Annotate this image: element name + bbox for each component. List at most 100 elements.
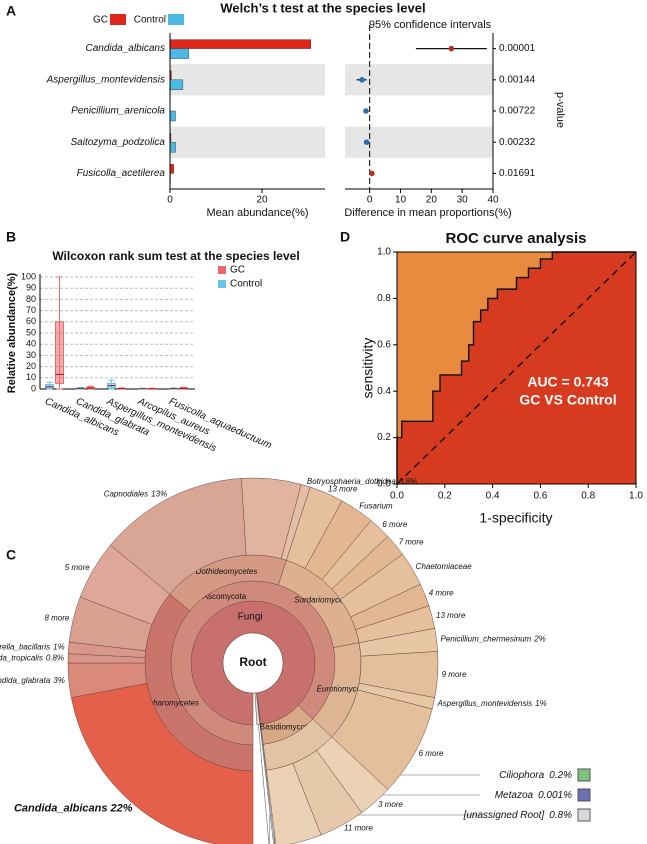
legend-swatch: [577, 808, 591, 822]
y-tick-label: 70: [26, 305, 36, 315]
legend-swatch: [218, 266, 226, 274]
p-value: 0.00232: [499, 137, 536, 148]
p-value: 0.00722: [499, 106, 536, 117]
leader-line: [258, 724, 480, 844]
legend-name: [unassigned Root]: [463, 810, 545, 821]
p-value: 0.00001: [499, 43, 536, 54]
segment-label: Ascomycota: [203, 592, 247, 601]
segment-label: Aspergillus_montevidensis 1%: [436, 699, 546, 708]
segment-name: 3 more: [378, 800, 403, 809]
segment-value: 3%: [53, 676, 65, 685]
x-tick-label: 1.0: [629, 491, 643, 502]
segment-name: 5 more: [65, 563, 90, 572]
y-tick-label: 0.6: [377, 339, 391, 350]
segment-name: Starmerella_bacillaris: [0, 643, 50, 652]
category-label: Candida_albicans: [85, 43, 165, 54]
segment-name: 7 more: [399, 538, 424, 547]
annotation: GC VS Control: [519, 392, 616, 408]
roc-curve: [396, 251, 636, 484]
bar: [169, 164, 174, 174]
x-tick-label: 40: [487, 195, 499, 206]
segment-name: 8 more: [44, 613, 69, 622]
y-tick-label: 40: [26, 339, 36, 349]
segment-label: 5 more: [65, 563, 90, 572]
segment-name: Capnodiales: [104, 490, 148, 499]
point: [448, 45, 455, 52]
legend-label: Control: [134, 15, 166, 26]
segment-label: 13 more: [436, 611, 466, 620]
area-under-curve: [397, 252, 636, 484]
x-axis-label: 1-specificity: [479, 510, 552, 526]
y-tick-label: 0: [31, 383, 36, 393]
x-tick-label: 20: [426, 195, 438, 206]
segment-name: 6 more: [382, 520, 407, 529]
segment-value: 13%: [151, 490, 167, 499]
category-label: Fusicolla_acetilerea: [77, 168, 166, 179]
segment-label: Sordariomycetes: [294, 595, 354, 604]
segment-label: Penicillium_chermesinum 2%: [441, 634, 546, 643]
panel-label: B: [6, 229, 16, 245]
segment-label: 13 more: [328, 485, 358, 494]
y-axis-label: sensitivity: [360, 338, 376, 399]
legend-label: GC: [230, 265, 245, 276]
point: [369, 170, 375, 177]
root-label: Root: [239, 655, 266, 669]
y-tick-label: 30: [26, 350, 36, 360]
panel-label: C: [6, 547, 16, 563]
chart-title: ROC curve analysis: [446, 230, 587, 247]
legend-label: [unassigned Root] 0.8%: [463, 810, 573, 821]
segment-label: 7 more: [399, 538, 424, 547]
x-tick-label: 10: [395, 195, 407, 206]
segment-label: Dothideomycetes: [196, 567, 258, 576]
p-value: 0.00144: [499, 74, 536, 85]
x-axis-label: Difference in mean proportions(%): [344, 207, 511, 219]
segment-name: Candida_albicans: [14, 803, 108, 815]
annotation: AUC = 0.743: [527, 374, 609, 390]
segment-label: Chaetomiaceae: [416, 562, 473, 571]
category-label: Aspergillus_montevidensis: [46, 74, 165, 85]
segment-name: 13 more: [436, 611, 466, 620]
legend-value: 0.2%: [549, 770, 572, 781]
x-tick-label: 0.8: [581, 491, 595, 502]
segment-label: Eurotiomycetes: [317, 685, 372, 694]
y-tick-label: 20: [26, 361, 36, 371]
segment-value: 2%: [533, 634, 546, 643]
y-tick-label: 80: [26, 294, 36, 304]
y-tick-label: 90: [26, 283, 36, 293]
category-label: Penicillium_arenicola: [71, 106, 165, 117]
segment-label: Saccharomycetes: [135, 699, 199, 708]
p-value: 0.01691: [499, 168, 536, 179]
segment-label: 9 more: [442, 670, 467, 679]
x-tick-label: 20: [256, 195, 268, 206]
legend-name: Metazoa: [495, 790, 534, 801]
x-tick-label: 0.2: [438, 491, 452, 502]
segment-name: Chaetomiaceae: [416, 562, 473, 571]
segment-label: 6 more: [382, 520, 407, 529]
legend-swatch: [577, 788, 591, 802]
segment-name: 4 more: [429, 589, 454, 598]
y-tick-label: 10: [26, 372, 36, 382]
row-band: [345, 64, 493, 96]
bar: [169, 39, 311, 49]
segment-label: 4 more: [429, 589, 454, 598]
x-tick-label: 0.4: [486, 491, 500, 502]
y-tick-label: 0.8: [377, 293, 391, 304]
segment-value: 1%: [535, 699, 547, 708]
legend-swatch: [577, 768, 591, 782]
x-tick-label: 30: [457, 195, 469, 206]
panel-label: A: [6, 3, 16, 19]
legend-label: GC: [93, 15, 108, 26]
y-tick-label: 0.4: [377, 386, 391, 397]
legend-label: Control: [230, 279, 262, 290]
chart-title: Wilcoxon rank sum test at the species le…: [52, 249, 299, 263]
segment-label: Capnodiales 13%: [104, 490, 168, 499]
segment-label: 11 more: [344, 824, 373, 833]
legend-swatch: [110, 14, 126, 25]
legend-value: 0.8%: [549, 810, 572, 821]
box: [45, 384, 54, 389]
segment-label: Fungi: [238, 612, 263, 623]
x-tick-label: 0: [367, 195, 373, 206]
plot-frame: [396, 251, 637, 485]
